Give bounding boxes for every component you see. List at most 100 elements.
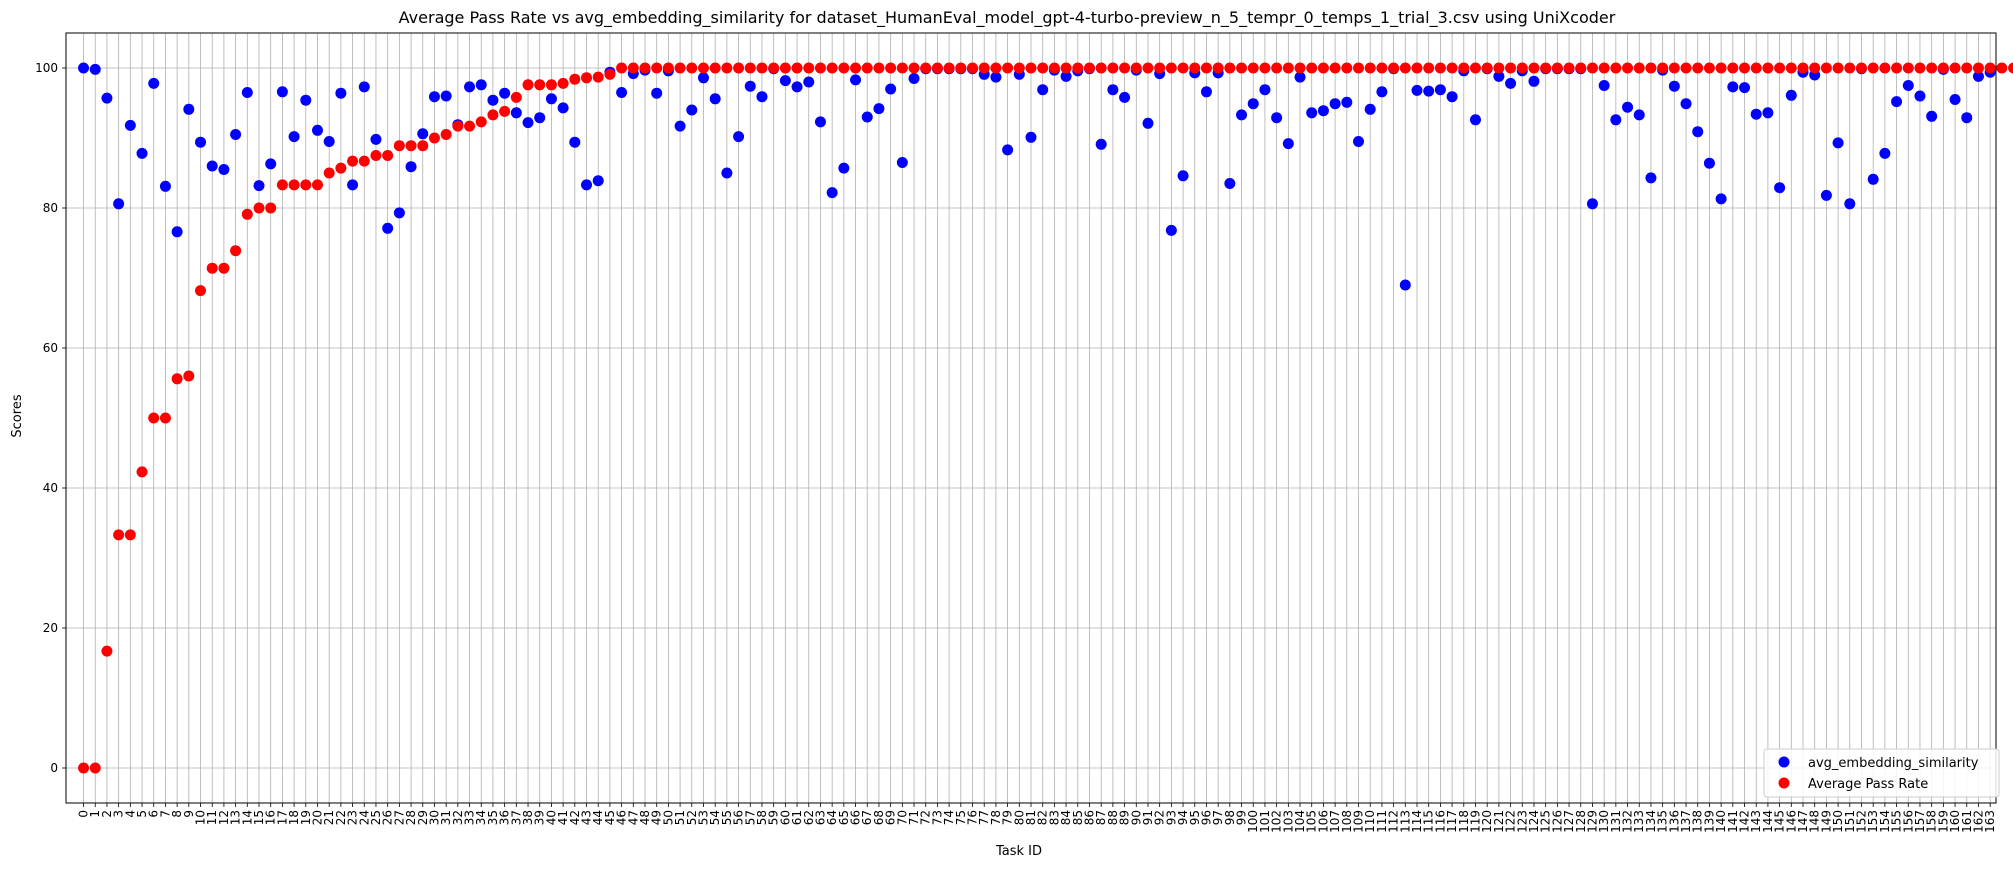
pass-rate-point <box>1680 62 1692 74</box>
x-tick-label: 25 <box>369 810 383 825</box>
pass-rate-point <box>733 62 745 74</box>
similarity-point <box>1411 84 1423 96</box>
x-tick-label: 162 <box>1971 810 1985 833</box>
similarity-point <box>405 161 417 173</box>
x-tick-label: 143 <box>1749 810 1763 833</box>
similarity-point <box>838 162 850 174</box>
similarity-point <box>1271 112 1283 124</box>
similarity-point <box>1692 126 1704 138</box>
x-tick-label: 52 <box>685 810 699 825</box>
pass-rate-point <box>1855 62 1867 74</box>
x-tick-label: 53 <box>696 810 710 825</box>
x-tick-label: 71 <box>907 810 921 825</box>
pass-rate-series <box>78 62 2013 774</box>
pass-rate-point <box>1832 62 1844 74</box>
similarity-point <box>1306 107 1318 119</box>
x-tick-label: 90 <box>1129 810 1143 825</box>
pass-rate-point <box>1715 62 1727 74</box>
similarity-point <box>358 81 370 93</box>
similarity-point <box>1598 80 1610 91</box>
similarity-point <box>1119 91 1131 103</box>
pass-rate-point <box>1586 62 1598 74</box>
similarity-point <box>1902 80 1914 91</box>
similarity-point <box>276 86 288 98</box>
similarity-point <box>101 92 113 104</box>
similarity-point <box>171 226 183 238</box>
x-tick-label: 54 <box>708 810 722 825</box>
pass-rate-point <box>1154 62 1166 74</box>
x-tick-label: 40 <box>544 810 558 825</box>
pass-rate-point <box>674 62 686 74</box>
pass-rate-point <box>1505 62 1517 74</box>
similarity-point <box>1820 189 1832 201</box>
pass-rate-point <box>475 116 487 128</box>
similarity-point <box>1891 96 1903 108</box>
pass-rate-point <box>311 179 323 191</box>
x-tick-label: 146 <box>1784 810 1798 833</box>
x-tick-label: 127 <box>1562 810 1576 833</box>
x-tick-label: 67 <box>860 810 874 825</box>
pass-rate-point <box>78 762 90 774</box>
x-tick-label: 59 <box>767 810 781 825</box>
similarity-point <box>1785 89 1797 101</box>
similarity-point <box>370 133 382 145</box>
similarity-point <box>1294 71 1306 83</box>
similarity-point <box>230 129 242 140</box>
x-tick-label: 70 <box>895 810 909 825</box>
similarity-point <box>697 72 709 84</box>
x-tick-label: 87 <box>1094 810 1108 825</box>
pass-rate-point <box>113 529 125 541</box>
similarity-point <box>592 175 604 187</box>
similarity-point <box>183 103 195 115</box>
x-tick-label: 14 <box>240 810 254 825</box>
similarity-point <box>428 91 440 103</box>
pass-rate-point <box>195 285 207 297</box>
pass-rate-point <box>744 62 756 74</box>
pass-rate-point <box>1446 62 1458 74</box>
similarity-series <box>78 62 1996 291</box>
x-tick-label: 5 <box>135 810 149 818</box>
pass-rate-point <box>452 120 464 132</box>
pass-rate-point <box>1329 62 1341 74</box>
grid-lines <box>66 33 1996 803</box>
pass-rate-point <box>662 62 674 74</box>
x-tick-label: 37 <box>509 810 523 825</box>
pass-rate-point <box>1072 62 1084 74</box>
x-tick-label: 9 <box>182 810 196 818</box>
similarity-point <box>814 116 826 128</box>
pass-rate-point <box>1774 62 1786 74</box>
x-tick-label: 31 <box>439 810 453 825</box>
similarity-point <box>1353 136 1365 147</box>
pass-rate-point <box>1926 62 1938 74</box>
x-tick-label: 120 <box>1480 810 1494 833</box>
pass-rate-point <box>382 150 394 161</box>
x-tick-label: 58 <box>755 810 769 825</box>
similarity-point <box>1200 86 1212 98</box>
pass-rate-point <box>183 370 195 382</box>
pass-rate-point <box>1797 62 1809 74</box>
similarity-point <box>1622 101 1634 113</box>
y-tick-label: 0 <box>50 761 58 775</box>
pass-rate-point <box>1739 62 1751 74</box>
pass-rate-point <box>1703 62 1715 74</box>
pass-rate-point <box>1236 62 1248 74</box>
x-tick-label: 26 <box>381 810 395 825</box>
x-tick-label: 56 <box>732 810 746 825</box>
x-tick-label: 19 <box>299 810 313 825</box>
similarity-point <box>1236 109 1248 121</box>
x-tick-label: 49 <box>650 810 664 825</box>
x-tick-label: 57 <box>743 810 757 825</box>
pass-rate-point <box>931 62 943 74</box>
similarity-point <box>990 71 1002 83</box>
similarity-point <box>311 124 323 136</box>
x-tick-label: 92 <box>1153 810 1167 825</box>
pass-rate-point <box>2008 62 2013 74</box>
similarity-point <box>1762 107 1774 119</box>
similarity-point <box>241 87 253 98</box>
pass-rate-point <box>990 62 1002 74</box>
pass-rate-point <box>1481 62 1493 74</box>
similarity-point <box>1972 70 1984 82</box>
pass-rate-point <box>1972 62 1984 74</box>
pass-rate-point <box>241 208 253 220</box>
x-tick-label: 69 <box>884 810 898 825</box>
